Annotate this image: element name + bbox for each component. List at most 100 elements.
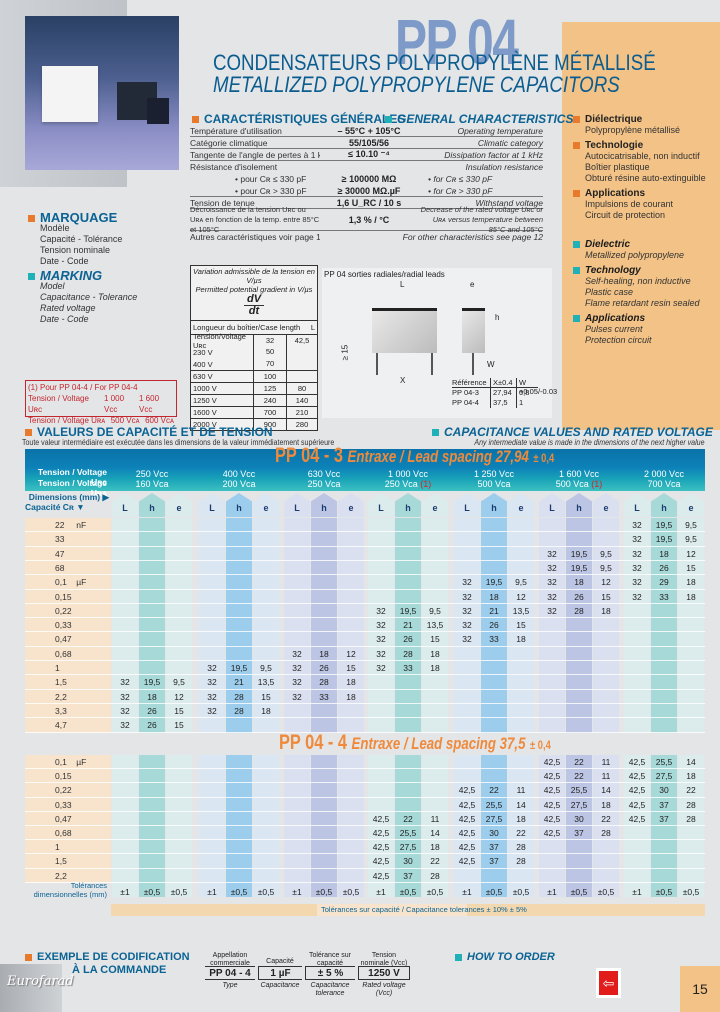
column-bg (508, 755, 534, 897)
dimension-value: 19,5 (570, 562, 588, 573)
column-bg (566, 755, 592, 897)
dimension-value: 25,5 (399, 828, 417, 838)
capacitance-value: 0,15 (55, 591, 72, 602)
row-divider (25, 574, 705, 576)
dimension-value: 37 (489, 842, 499, 853)
dimension-value: 32 (632, 534, 642, 545)
capacitance-value: 0,22 (55, 785, 72, 796)
column-bg (624, 518, 650, 733)
product-photo (25, 16, 179, 170)
dimension-value: 42,5 (458, 856, 476, 867)
char-row-climatic: Catégorie climatique 55/105/56 Climatic ca… (190, 137, 543, 149)
tolerance-value: ±0,5 (682, 886, 700, 897)
capacitance-value: 0,47 (55, 634, 72, 645)
row-divider (25, 588, 705, 590)
dimension-value: 33 (659, 591, 669, 602)
dim-header-l: L (454, 493, 480, 517)
dimension-value: 42,5 (543, 799, 561, 810)
return-arrow-icon[interactable]: ⇦ (596, 968, 621, 998)
dimension-value: 32 (547, 577, 557, 588)
title-english: METALLIZED POLYPROPYLENE CAPACITORS (213, 72, 620, 97)
values-subtitle-fr: Toute valeur intermédiaire est exécutée … (22, 438, 335, 447)
column-bg (454, 755, 480, 897)
tolerance-value: ±0,5 (426, 886, 444, 897)
dimension-value: 14 (601, 785, 611, 796)
row-divider (25, 782, 705, 784)
dimension-value: 32 (632, 562, 642, 573)
column-bg (651, 518, 677, 733)
tolerance-value: ±0,5 (143, 886, 161, 897)
label-voltage-dc: Tension / Voltage Uʀᴄ (37, 467, 107, 487)
tolerance-value: ±0,5 (655, 886, 673, 897)
dimensions-label: Dimensions (mm) ▶ Capacité Cʀ ▼ (25, 492, 109, 512)
column-bg (338, 518, 364, 733)
dimension-value: 26 (319, 663, 329, 673)
dimension-value: 32 (292, 677, 302, 688)
row-divider (25, 810, 705, 812)
column-bg (139, 755, 165, 897)
dimension-value: 9,5 (173, 677, 185, 688)
capacitance-value: 33 (55, 534, 65, 545)
dimension-value: 18 (430, 648, 440, 659)
voltage-header-3: 1 000 Vcc 250 Vca (1) (384, 469, 432, 489)
dimension-value: 33 (489, 634, 499, 645)
dimension-value: 33 (403, 663, 413, 673)
marking-section: MARQUAGE Modèle Capacité - Tolérance Ten… (28, 211, 137, 325)
capacitance-value: 0,68 (55, 648, 72, 659)
dimension-value: 42,5 (372, 856, 390, 867)
dimension-value: 15 (261, 691, 271, 702)
dimension-value: 28 (686, 799, 696, 810)
row-divider (25, 796, 705, 798)
dim-header-l: L (199, 493, 225, 517)
capacitor-side-view (462, 308, 485, 353)
orange-sidebar-bg (562, 22, 720, 430)
column-bg (284, 518, 310, 733)
row-divider (25, 531, 705, 533)
column-bg (422, 518, 448, 733)
dimension-value: 18 (686, 771, 696, 782)
capacitance-value: 68 (55, 562, 65, 573)
capacitance-value: 1,5 (55, 677, 67, 688)
column-bg (593, 518, 619, 733)
tolerance-value: ±0,5 (512, 886, 530, 897)
feature-dielectric-en: Dielectric Metallized polypropylene (573, 239, 718, 261)
capacitance-value: 0,68 (55, 828, 72, 838)
dimension-value: 37 (489, 856, 499, 867)
dimension-value: 12 (686, 548, 696, 559)
dimension-value: 12 (516, 591, 526, 602)
dimension-value: 32 (376, 620, 386, 631)
dimension-value: 26 (147, 720, 157, 731)
dimension-value: 22 (430, 856, 440, 867)
char-row-insulation: Résistance d'isolement Insulation resista… (190, 162, 543, 172)
dimension-value: 42,5 (458, 799, 476, 810)
dimension-value: 42,5 (628, 813, 646, 824)
dimension-value: 13,5 (512, 605, 530, 616)
dimension-value: 15 (174, 720, 184, 731)
dimension-value: 19,5 (485, 577, 503, 588)
dimension-value: 25,5 (485, 799, 503, 810)
order-capacitance: 1 µF (258, 966, 302, 980)
dimension-value: 19,5 (655, 534, 673, 545)
char-row-temperature: Température d'utilisation – 55°C + 105°C O… (190, 125, 543, 137)
dim-header-l: L (624, 493, 650, 517)
char-row-dissipation: Tangente de l'angle de pertes à 1 kHz ≤ 1… (190, 149, 543, 161)
dimension-value: 19,5 (230, 663, 248, 673)
dimension-value: 22 (686, 785, 696, 796)
dimension-value: 28 (516, 856, 526, 867)
dimension-value: 32 (292, 648, 302, 659)
dimension-value: 30 (659, 785, 669, 796)
tolerance-value: ±0,5 (170, 886, 188, 897)
dimension-value: 18 (659, 548, 669, 559)
dimension-value: 11 (601, 757, 611, 767)
column-bg (539, 518, 565, 733)
dimension-value: 18 (346, 691, 356, 702)
dimension-value: 26 (147, 705, 157, 716)
dimension-value: 14 (516, 799, 526, 810)
column-bg (199, 518, 225, 733)
capacitance-value: 0,33 (55, 799, 72, 810)
dimension-value: 32 (632, 591, 642, 602)
dimension-value: 18 (489, 591, 499, 602)
dimension-value: 9,5 (515, 577, 527, 588)
dim-header-e: e (422, 493, 448, 517)
dimension-value: 32 (547, 591, 557, 602)
